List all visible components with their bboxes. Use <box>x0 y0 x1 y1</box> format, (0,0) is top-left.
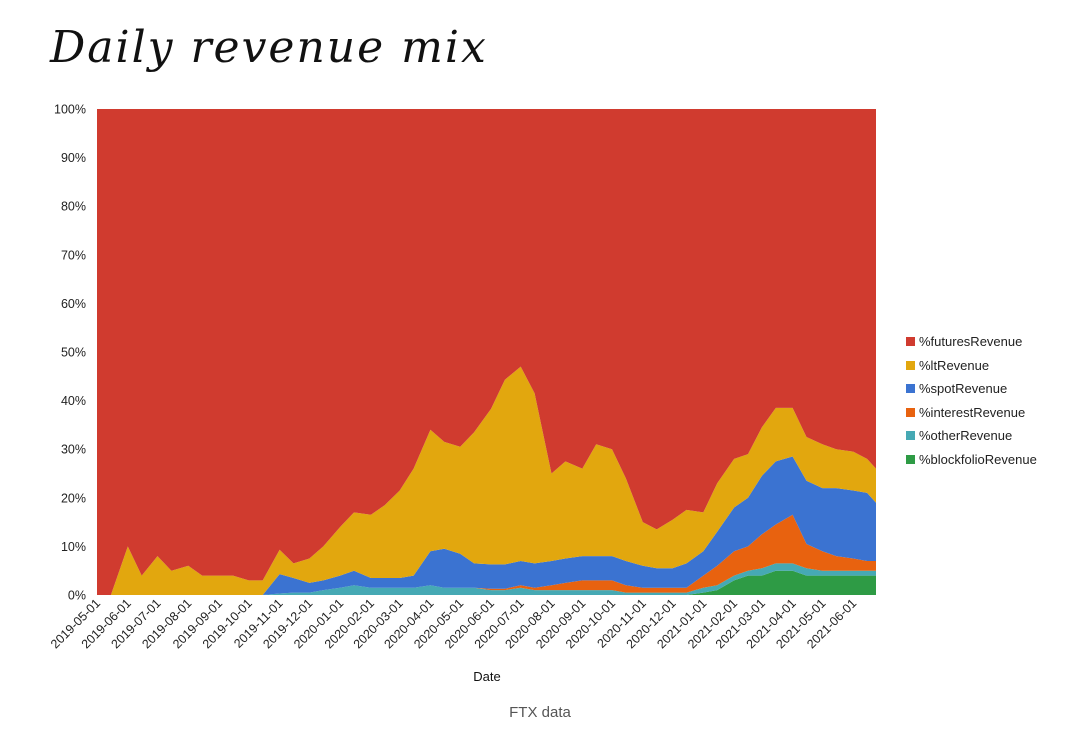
legend-item: %spotRevenue <box>906 377 1037 401</box>
y-tick-label: 100% <box>54 103 86 117</box>
legend-label: %futuresRevenue <box>919 334 1023 350</box>
chart-legend: %futuresRevenue %ltRevenue %spotRevenue %in… <box>906 330 1037 471</box>
legend-label: %otherRevenue <box>919 428 1013 444</box>
y-tick-label: 30% <box>61 443 86 457</box>
y-tick-label: 60% <box>61 297 86 311</box>
area-series-4 <box>97 366 876 595</box>
legend-swatch <box>906 454 915 464</box>
area-layers <box>97 109 876 595</box>
area-series-1 <box>97 563 876 595</box>
y-tick-label: 90% <box>61 151 86 165</box>
legend-swatch <box>906 360 915 370</box>
area-series-5 <box>97 109 876 595</box>
legend-label: %spotRevenue <box>919 381 1008 397</box>
y-axis-ticks: 0% 10% 20% 30% 40% 50% 60% 70% 80% 90% 100% <box>54 103 86 603</box>
figure-caption: FTX data <box>509 704 571 721</box>
legend-item: %interestRevenue <box>906 401 1037 425</box>
x-axis-ticks: 2019-05-012019-06-012019-07-012019-08-01… <box>48 596 859 651</box>
legend-swatch <box>906 431 915 441</box>
y-tick-label: 80% <box>61 200 86 214</box>
area-series-3 <box>97 456 876 595</box>
legend-item: %otherRevenue <box>906 424 1037 448</box>
legend-swatch <box>906 384 915 394</box>
y-tick-label: 50% <box>61 346 86 360</box>
legend-label: %blockfolioRevenue <box>919 451 1037 467</box>
y-tick-label: 40% <box>61 394 86 408</box>
y-tick-label: 70% <box>61 248 86 262</box>
legend-label: %ltRevenue <box>919 357 990 373</box>
x-axis-title: Date <box>473 669 500 684</box>
stacked-area-chart: 0% 10% 20% 30% 40% 50% 60% 70% 80% 90% 100% 2019-0… <box>48 103 876 684</box>
legend-item: %ltRevenue <box>906 354 1037 378</box>
y-tick-label: 20% <box>61 491 86 505</box>
legend-label: %interestRevenue <box>919 404 1026 420</box>
legend-item: %futuresRevenue <box>906 330 1037 354</box>
legend-swatch <box>906 407 915 417</box>
legend-swatch <box>906 337 915 347</box>
area-series-0 <box>97 570 876 595</box>
page-title: Daily revenue mix <box>50 22 488 73</box>
y-tick-label: 0% <box>68 589 86 603</box>
y-tick-label: 10% <box>61 540 86 554</box>
legend-item: %blockfolioRevenue <box>906 448 1037 472</box>
